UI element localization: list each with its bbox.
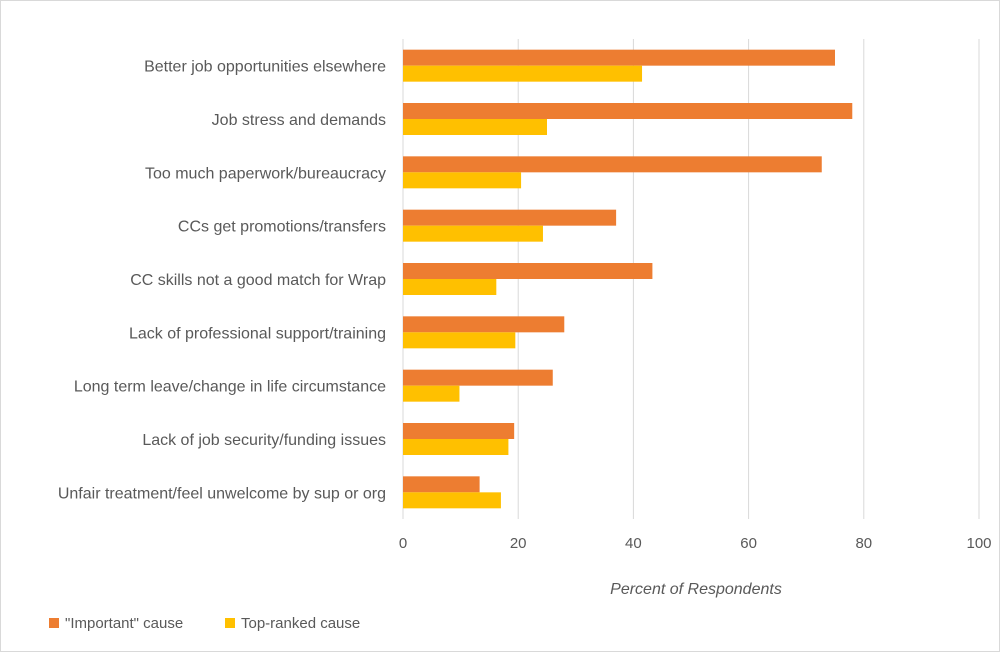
- bar-important: [403, 209, 617, 226]
- category-label: Lack of job security/funding issues: [142, 432, 386, 449]
- bar-important: [403, 423, 515, 439]
- bar-important: [403, 156, 822, 173]
- x-tick-label: 20: [510, 535, 527, 552]
- bar-important: [403, 476, 480, 493]
- bar-top-ranked: [403, 119, 547, 135]
- bar-important: [403, 369, 553, 386]
- category-labels: Better job opportunities elsewhere Job st…: [58, 59, 386, 503]
- legend-label: Top-ranked cause: [241, 615, 360, 632]
- bar-important: [403, 316, 565, 333]
- x-axis-title: Percent of Respondents: [610, 581, 782, 598]
- category-label: CC skills not a good match for Wrap: [130, 272, 386, 289]
- bars: [403, 49, 853, 509]
- bar-top-ranked: [403, 225, 543, 242]
- category-label: Better job opportunities elsewhere: [144, 59, 386, 76]
- legend-label: "Important" cause: [65, 615, 183, 632]
- x-tick-label: 40: [625, 535, 642, 552]
- category-label: Job stress and demands: [212, 112, 386, 129]
- bar-top-ranked: [403, 279, 497, 295]
- bar-important: [403, 263, 653, 279]
- bar-important: [403, 103, 853, 119]
- bar-top-ranked: [403, 439, 509, 455]
- category-label: Too much paperwork/bureaucracy: [145, 165, 386, 182]
- category-label: Long term leave/change in life circumsta…: [74, 379, 386, 396]
- x-tick-label: 100: [966, 535, 991, 552]
- bar-important: [403, 49, 835, 66]
- bar-top-ranked: [403, 172, 522, 189]
- bar-top-ranked: [403, 332, 516, 349]
- x-tick-label: 60: [740, 535, 757, 552]
- category-label: Unfair treatment/feel unwelcome by sup o…: [58, 485, 386, 502]
- legend: "Important" cause Top-ranked cause: [49, 615, 360, 632]
- bar-top-ranked: [403, 65, 643, 82]
- category-label: Lack of professional support/training: [129, 325, 386, 342]
- x-tick-labels: 0 20 40 60 80 100: [399, 535, 992, 552]
- x-tick-label: 0: [399, 535, 407, 552]
- legend-swatch: [225, 618, 235, 628]
- legend-swatch: [49, 618, 59, 628]
- bar-top-ranked: [403, 492, 501, 509]
- bar-top-ranked: [403, 385, 460, 402]
- x-tick-label: 80: [855, 535, 872, 552]
- category-label: CCs get promotions/transfers: [178, 219, 386, 236]
